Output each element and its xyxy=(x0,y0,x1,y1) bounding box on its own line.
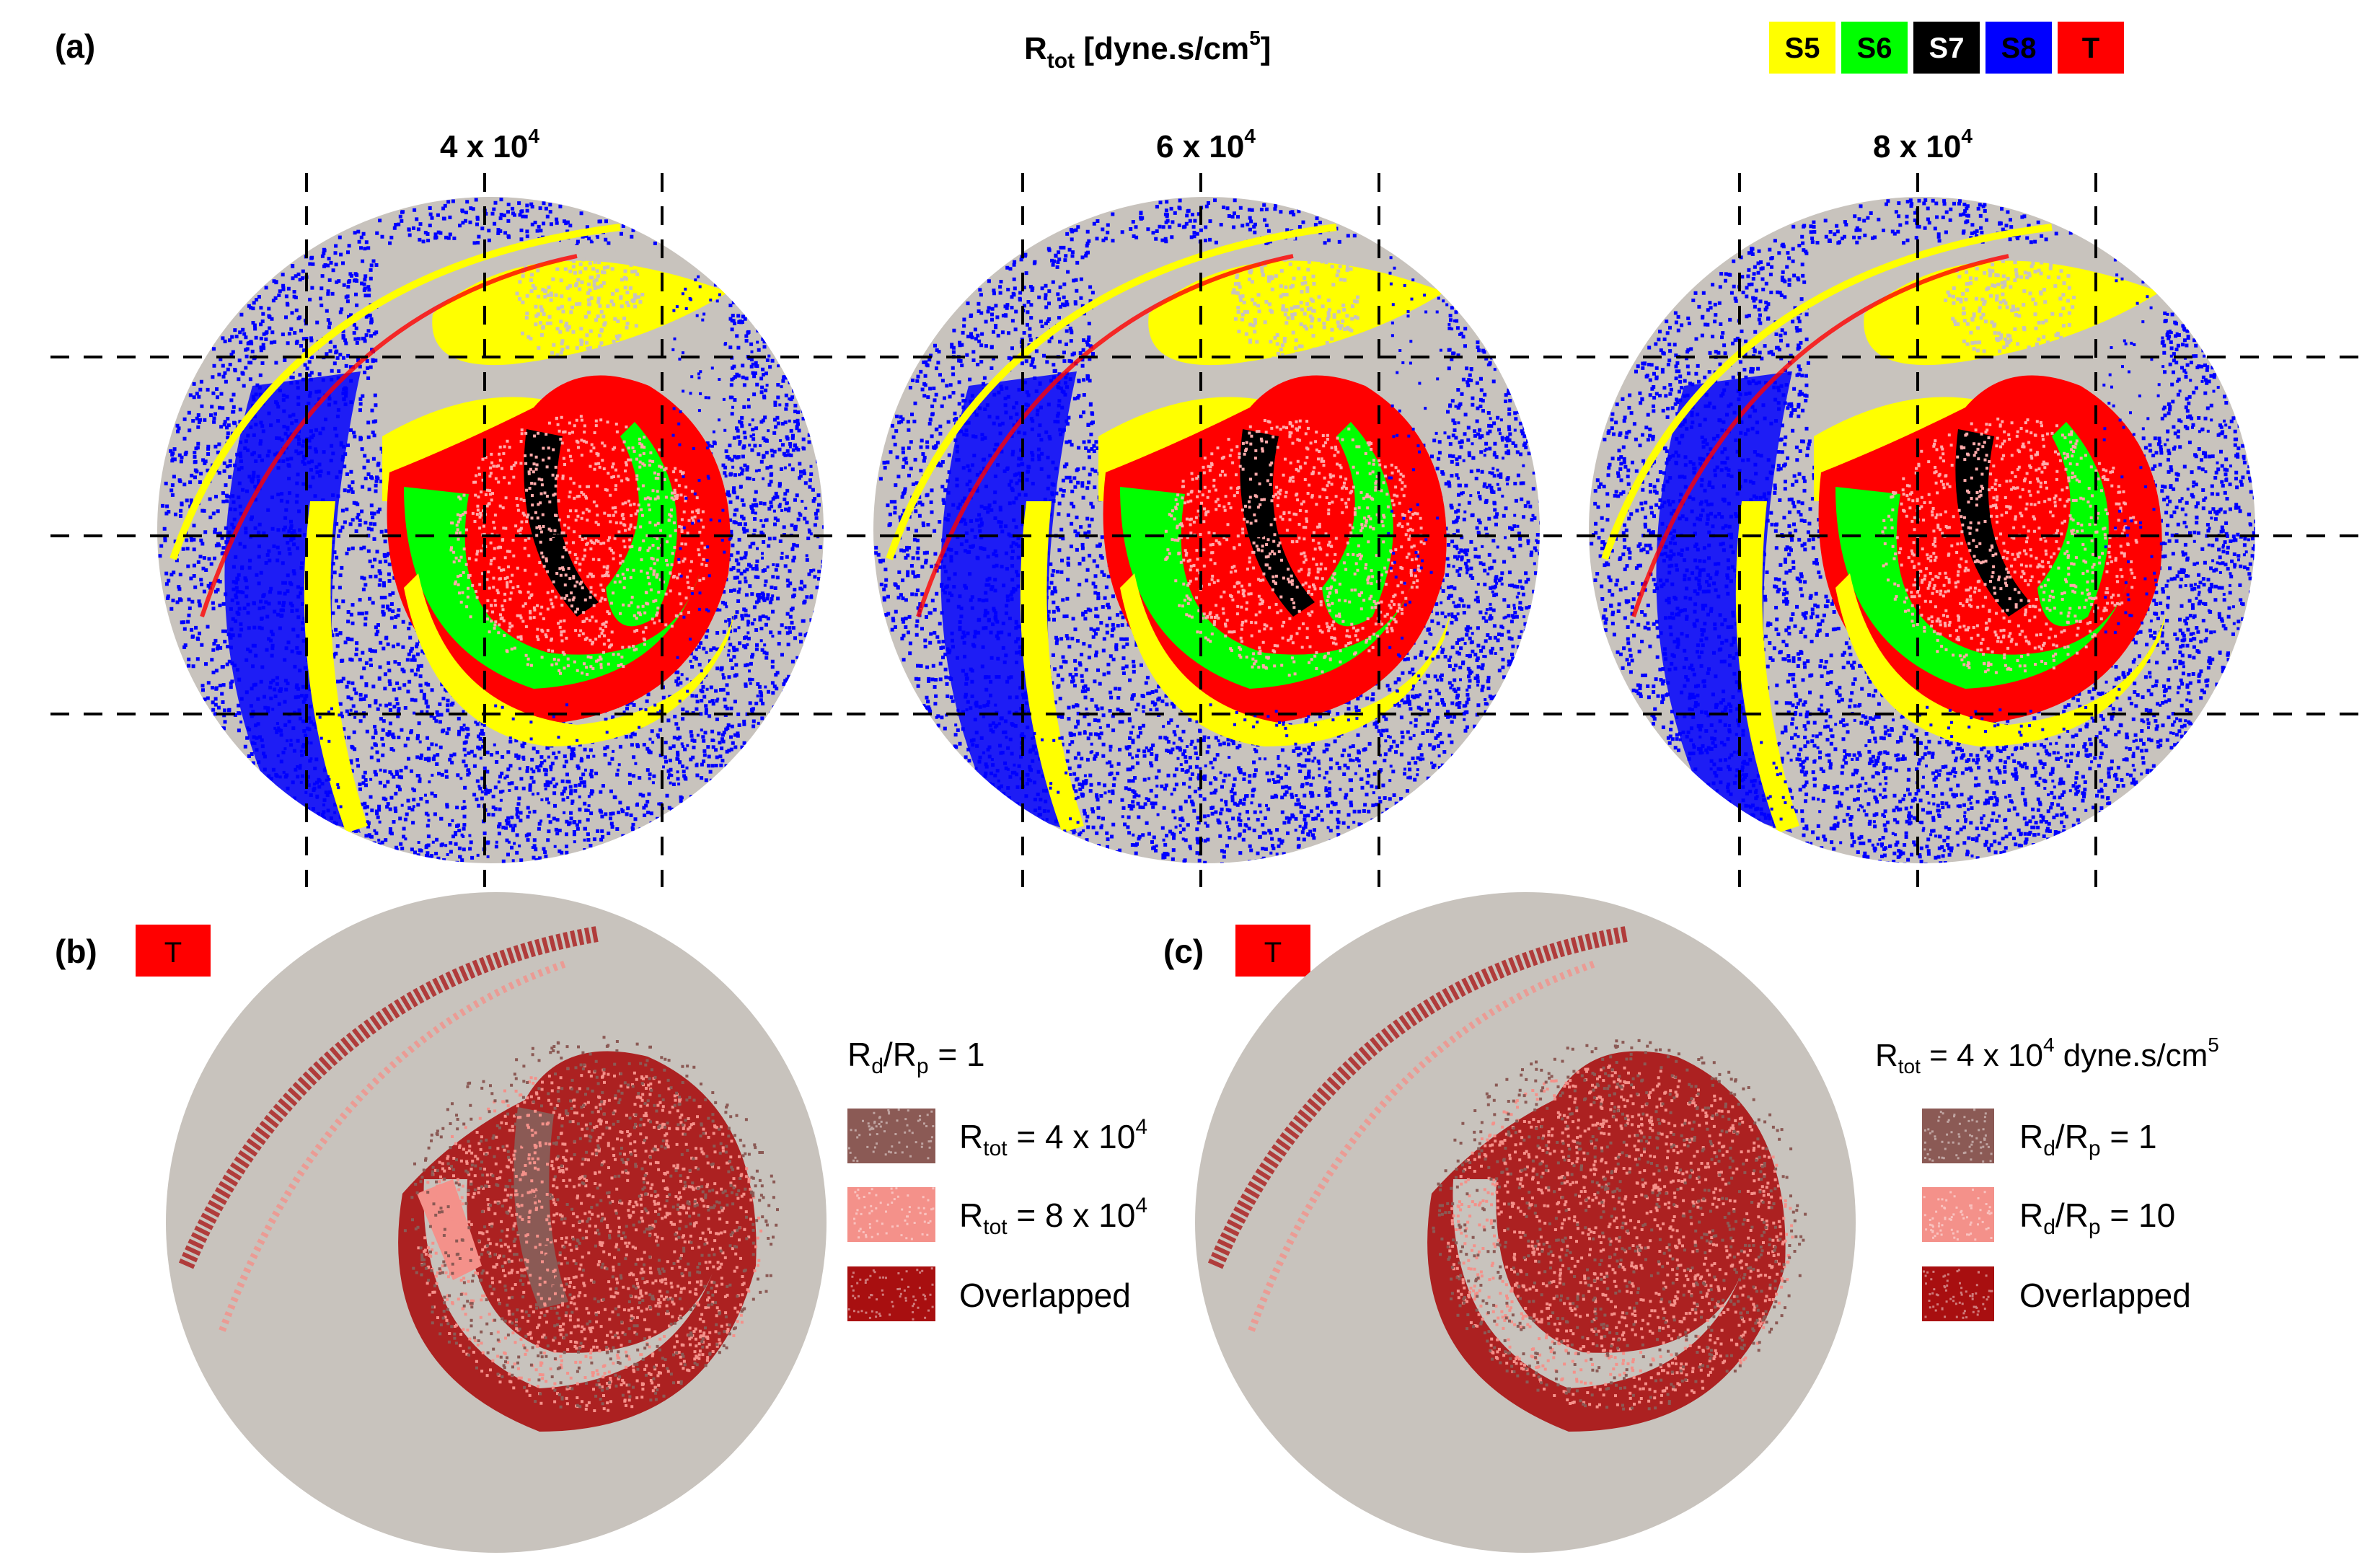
svg-text:T: T xyxy=(1264,937,1282,969)
panel-c: (c) T Rtot = 4 x 104 dyne.s/cm5 Rd/Rp = … xyxy=(1163,892,2219,1553)
panel-c-legend-item-3: Overlapped xyxy=(1922,1266,2191,1321)
swatch-texture xyxy=(847,1109,935,1163)
legend-item-s7: S7 xyxy=(1913,22,1980,74)
svg-text:Rtot = 4 x 104: Rtot = 4 x 104 xyxy=(959,1115,1147,1160)
legend-item-t: T xyxy=(2058,22,2124,74)
panel-b-badge: T xyxy=(136,925,211,977)
panel-b-legend-item-1: Rtot = 4 x 104 xyxy=(847,1109,1147,1163)
panel-b-legend-item-2: Rtot = 8 x 104 xyxy=(847,1187,1147,1242)
panel-c-legend-item-1: Rd/Rp = 1 xyxy=(1922,1109,2157,1163)
svg-text:Rtot = 8 x 104: Rtot = 8 x 104 xyxy=(959,1194,1147,1239)
svg-text:S7: S7 xyxy=(1929,32,1965,64)
column-title-3: 8 x 104 xyxy=(1873,125,1973,164)
column-title-1: 4 x 104 xyxy=(440,125,539,164)
swatch-texture xyxy=(853,1187,935,1240)
swatch-texture xyxy=(1923,1269,1993,1319)
panel-b-legend-item-3: Overlapped xyxy=(847,1266,1131,1321)
svg-text:Rd/Rp = 10: Rd/Rp = 10 xyxy=(2019,1197,2175,1239)
svg-text:T: T xyxy=(2082,32,2099,64)
disc-b-pattern xyxy=(178,926,779,1432)
column-title-2: 6 x 104 xyxy=(1156,125,1256,164)
legend-item-s6: S6 xyxy=(1841,22,1908,74)
legend-item-s5: S5 xyxy=(1769,22,1835,74)
panel-b-label: (b) xyxy=(55,933,97,970)
svg-text:Overlapped: Overlapped xyxy=(2019,1277,2191,1314)
disc-8e4 xyxy=(1589,197,2255,863)
panel-a-label: (a) xyxy=(55,27,95,65)
panel-c-legend-item-2: Rd/Rp = 10 xyxy=(1922,1187,2175,1242)
panel-b-header: Rd/Rp = 1 xyxy=(847,1036,985,1078)
panel-c-badge: T xyxy=(1235,925,1310,977)
panel-a-title: Rtot [dyne.s/cm5] xyxy=(1024,27,1271,73)
disc-4e4 xyxy=(157,197,824,863)
panel-c-header: Rtot = 4 x 104 dyne.s/cm5 xyxy=(1875,1034,2219,1078)
svg-text:Rd/Rp = 1: Rd/Rp = 1 xyxy=(2019,1118,2157,1160)
legend-item-s8: S8 xyxy=(1985,22,2052,74)
panel-b: (b) T Rd/Rp = 1 Rtot = 4 x 104 Rtot = 8 … xyxy=(55,892,1147,1553)
svg-text:Overlapped: Overlapped xyxy=(959,1277,1131,1314)
svg-text:S6: S6 xyxy=(1857,32,1892,64)
disc-c-pattern xyxy=(1207,926,1807,1432)
svg-text:S5: S5 xyxy=(1785,32,1820,64)
legend: S5 S6 S7 S8 T xyxy=(1769,22,2124,74)
svg-text:S8: S8 xyxy=(2001,32,2037,64)
disc-6e4 xyxy=(873,197,1540,863)
guide-lines xyxy=(50,173,2366,887)
swatch-texture xyxy=(1923,1109,1993,1163)
panel-c-label: (c) xyxy=(1163,933,1204,970)
svg-text:T: T xyxy=(164,937,182,969)
panel-a: (a) Rtot [dyne.s/cm5] S5 S6 S7 S8 T xyxy=(50,22,2366,887)
